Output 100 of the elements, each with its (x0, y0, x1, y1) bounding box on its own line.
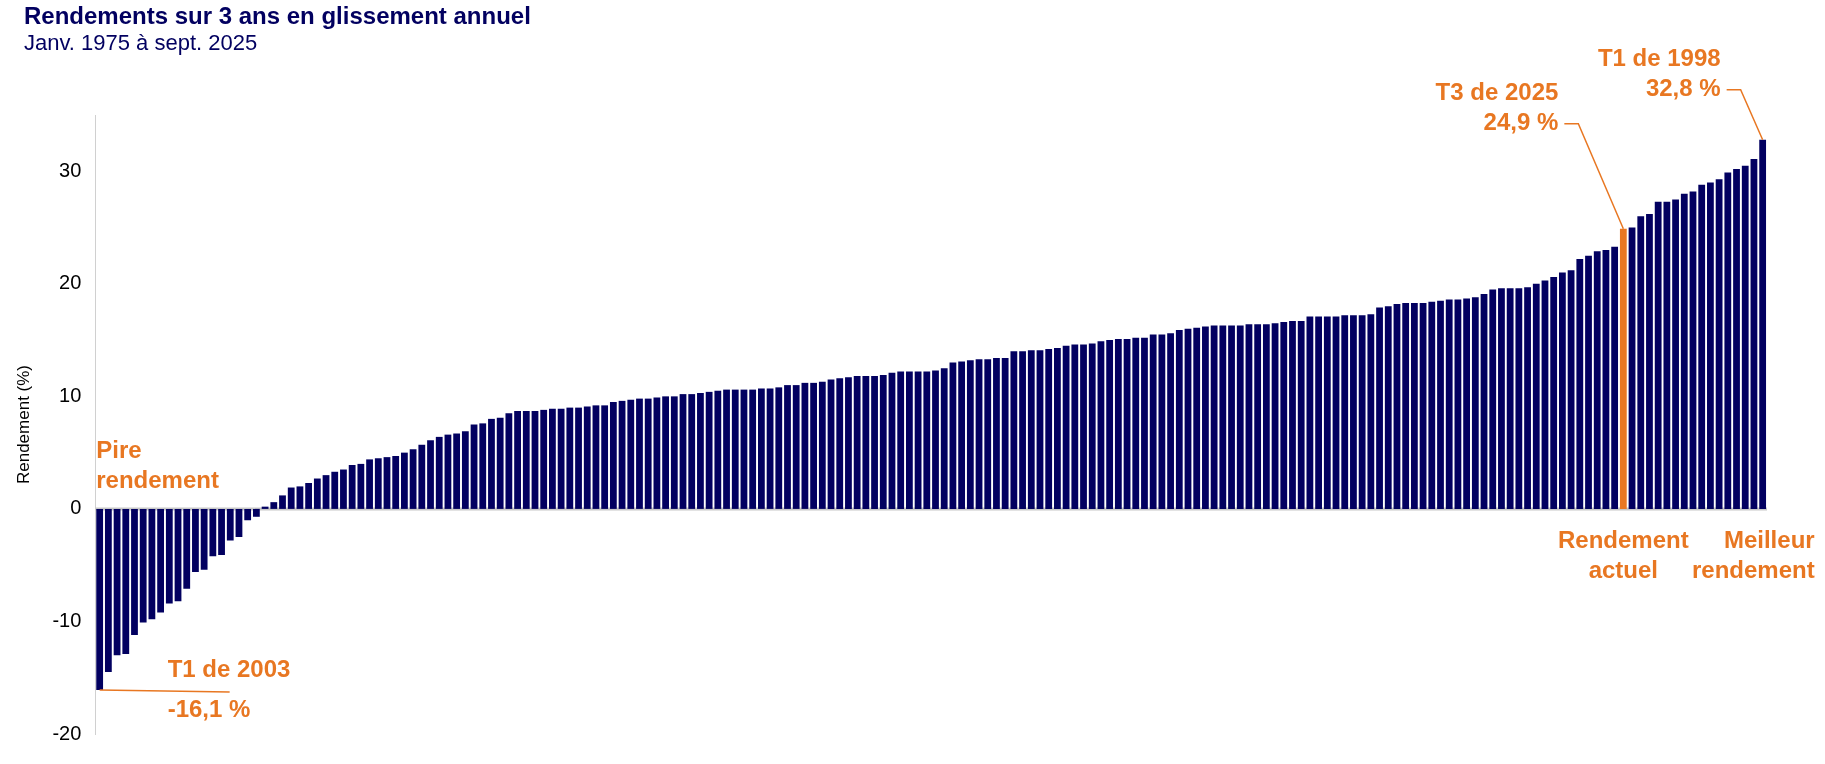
bar (923, 371, 931, 509)
bar (1524, 287, 1531, 509)
bar (1236, 325, 1244, 509)
bar (488, 418, 495, 509)
bar (1680, 193, 1688, 509)
bar (479, 423, 487, 509)
bar (1576, 259, 1584, 509)
bar (583, 406, 591, 509)
bar (96, 508, 104, 691)
bar (157, 508, 164, 613)
bar (1202, 326, 1209, 509)
bar (731, 389, 739, 509)
y-tick-label: 30 (59, 158, 82, 181)
bar (1289, 320, 1296, 509)
bar (1045, 349, 1053, 509)
bar (1733, 169, 1740, 509)
bar (1707, 182, 1714, 509)
bar (1759, 139, 1767, 509)
bar (1114, 338, 1122, 509)
bar (688, 394, 696, 509)
bar (279, 495, 286, 509)
bar (296, 486, 304, 509)
bar (1027, 350, 1035, 509)
y-tick-label: -20 (52, 721, 82, 744)
bar (435, 436, 443, 509)
bar (1463, 298, 1471, 509)
bar (1471, 297, 1479, 509)
bar (1315, 316, 1322, 509)
bar (662, 396, 669, 509)
bar (461, 431, 469, 509)
chart-subtitle: Janv. 1975 à sept. 2025 (24, 30, 258, 56)
bar (879, 374, 887, 509)
bar (818, 381, 826, 509)
bar (1262, 324, 1270, 509)
bar (401, 452, 408, 509)
bar (932, 370, 939, 509)
bar (1350, 315, 1357, 509)
bar (836, 378, 844, 509)
bar (845, 377, 852, 509)
bar (966, 360, 974, 509)
bar (1341, 315, 1349, 509)
bar (287, 487, 295, 509)
bar (757, 388, 765, 509)
bar (453, 433, 461, 509)
bar (1280, 322, 1288, 509)
bar (697, 392, 704, 509)
bar (1088, 343, 1096, 509)
bar (1559, 272, 1566, 509)
bar (775, 387, 783, 509)
bar (1445, 299, 1453, 509)
y-tick-label: 10 (59, 383, 82, 406)
annotation: T3 de 2025 24,9 % (1435, 78, 1559, 136)
bar (1228, 325, 1235, 509)
bar (1323, 316, 1331, 509)
bar (1498, 288, 1505, 509)
bar (1646, 214, 1653, 509)
bar (670, 396, 678, 509)
annotation: Pire rendement (96, 435, 219, 493)
bar (601, 405, 609, 509)
bar (165, 508, 173, 604)
bar (244, 508, 252, 521)
bar (993, 358, 1000, 509)
bar (792, 385, 800, 509)
bar (1437, 300, 1444, 509)
bar (749, 389, 757, 509)
bar (1193, 327, 1201, 509)
annotation: Meilleur rendement (1691, 525, 1815, 583)
bar (305, 483, 313, 509)
bar (1254, 324, 1262, 509)
bar (1384, 306, 1392, 509)
bar (374, 458, 382, 509)
bar (1019, 351, 1026, 509)
bar (609, 401, 617, 509)
bar (270, 502, 278, 509)
bar (1175, 329, 1183, 509)
bar (122, 508, 130, 655)
bar (1532, 283, 1540, 509)
bar (331, 471, 339, 509)
bar (1141, 337, 1148, 509)
bar (192, 508, 199, 572)
y-tick-label: -10 (52, 608, 82, 631)
bar (366, 459, 373, 509)
bar (340, 469, 347, 509)
bar (1410, 302, 1418, 509)
bar (131, 508, 138, 635)
bar (575, 407, 582, 509)
bar (636, 398, 643, 509)
bar (1428, 301, 1436, 509)
bar (784, 385, 791, 509)
bar (1585, 255, 1592, 509)
bar (522, 411, 530, 509)
bar (549, 408, 556, 509)
bar (1672, 199, 1679, 509)
bar (1489, 289, 1497, 509)
chart-title: Rendements sur 3 ans en glissement annuel (24, 2, 531, 30)
bar (897, 371, 905, 509)
bar (810, 382, 818, 509)
bar (723, 389, 730, 509)
bar (1698, 184, 1706, 509)
bar (984, 359, 992, 509)
